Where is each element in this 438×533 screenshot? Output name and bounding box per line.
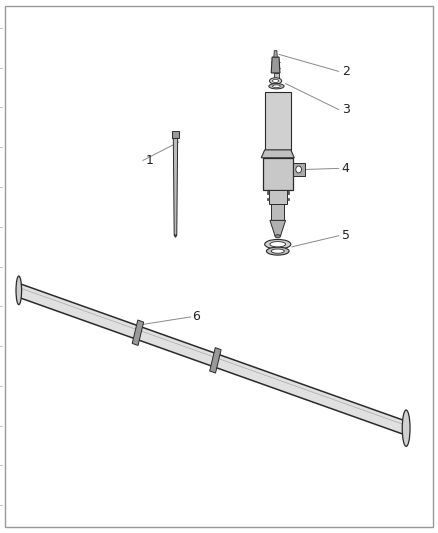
Text: 4: 4 <box>342 162 350 175</box>
Ellipse shape <box>271 249 284 253</box>
Text: 2: 2 <box>342 65 350 78</box>
Polygon shape <box>274 73 279 78</box>
Ellipse shape <box>272 85 280 87</box>
Text: 1: 1 <box>146 154 154 167</box>
Polygon shape <box>173 131 179 138</box>
Ellipse shape <box>402 410 410 447</box>
Polygon shape <box>267 191 268 194</box>
Polygon shape <box>271 57 280 73</box>
Polygon shape <box>174 235 177 237</box>
Ellipse shape <box>266 247 289 255</box>
Text: 6: 6 <box>192 310 200 324</box>
Ellipse shape <box>16 276 21 305</box>
Polygon shape <box>287 198 289 200</box>
Polygon shape <box>265 92 291 150</box>
Polygon shape <box>132 320 144 345</box>
Polygon shape <box>270 220 286 236</box>
Polygon shape <box>17 284 408 435</box>
Text: 3: 3 <box>342 103 350 116</box>
Ellipse shape <box>270 241 286 247</box>
Polygon shape <box>293 163 305 176</box>
Polygon shape <box>261 150 294 158</box>
Ellipse shape <box>265 239 291 249</box>
Polygon shape <box>287 191 289 194</box>
Polygon shape <box>271 205 284 220</box>
Polygon shape <box>173 138 178 235</box>
Ellipse shape <box>269 84 284 89</box>
Polygon shape <box>210 348 221 373</box>
Ellipse shape <box>272 79 279 83</box>
Polygon shape <box>268 190 287 205</box>
Ellipse shape <box>275 235 280 238</box>
Polygon shape <box>267 198 268 200</box>
Polygon shape <box>263 158 293 190</box>
Ellipse shape <box>296 166 301 173</box>
Polygon shape <box>274 51 277 57</box>
Text: 5: 5 <box>342 229 350 242</box>
Ellipse shape <box>269 78 282 84</box>
